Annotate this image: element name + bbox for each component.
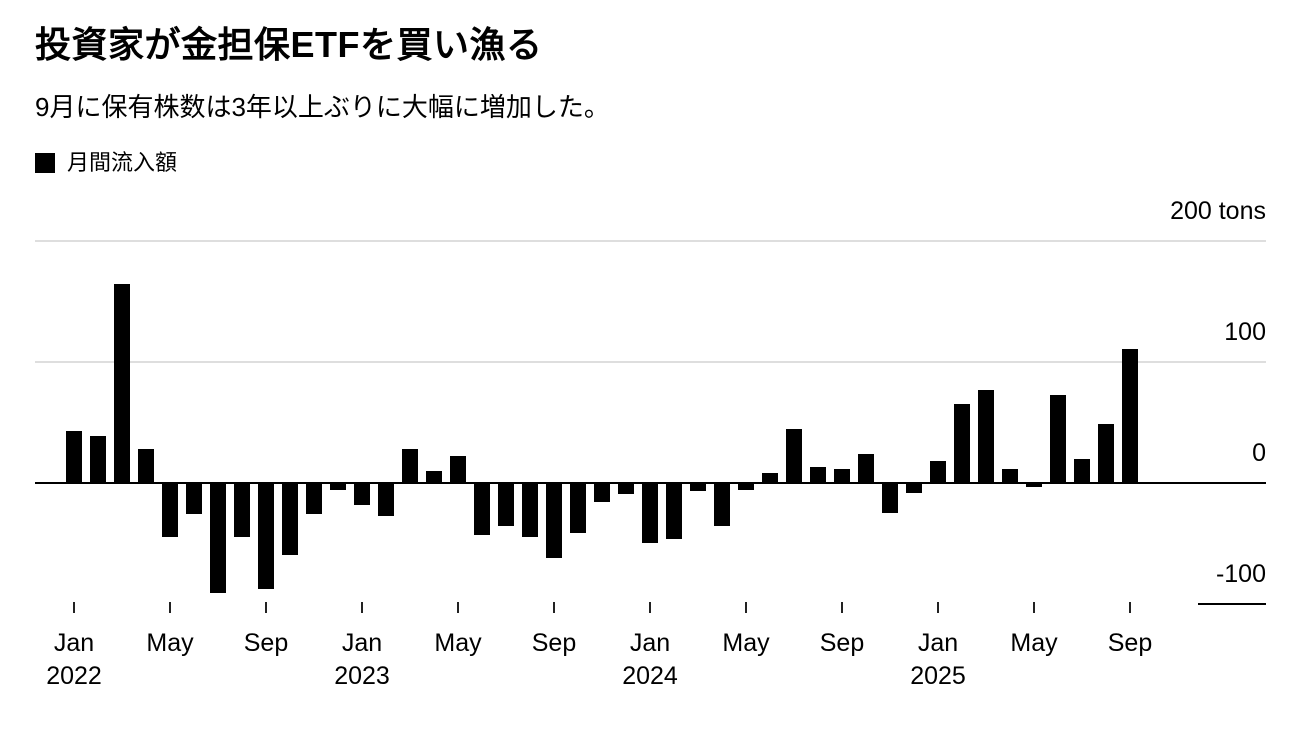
bar-2024-05 — [738, 483, 754, 490]
x-tick-Sep — [841, 602, 843, 613]
x-axis-month-label: Jan — [629, 629, 671, 657]
bar-2025-08 — [1098, 424, 1114, 483]
legend-swatch-icon — [35, 153, 55, 173]
x-axis-month-label: Sep — [1107, 629, 1153, 657]
bar-2024-11 — [882, 483, 898, 513]
bar-2025-09 — [1122, 349, 1138, 483]
bar-2025-02 — [954, 404, 970, 483]
y-axis-label-0: 0 — [1252, 439, 1266, 467]
bar-2022-04 — [138, 449, 154, 483]
bar-2022-11 — [306, 483, 322, 514]
x-axis-year-label: 2025 — [910, 662, 966, 690]
gridline-100 — [35, 361, 1266, 363]
bar-2024-04 — [714, 483, 730, 526]
bar-2022-06 — [186, 483, 202, 514]
x-axis-month-label: Sep — [819, 629, 865, 657]
x-tick-Sep — [1129, 602, 1131, 613]
bar-2022-01 — [66, 431, 82, 483]
bar-2024-09 — [834, 469, 850, 483]
bar-2023-06 — [474, 483, 490, 535]
x-tick-May — [457, 602, 459, 613]
chart-subtitle: 9月に保有株数は3年以上ぶりに大幅に増加した。 — [35, 92, 610, 122]
bar-2023-03 — [402, 449, 418, 483]
chart-title: 投資家が金担保ETFを買い漁る — [35, 24, 543, 65]
bar-2025-03 — [978, 390, 994, 483]
bar-2023-07 — [498, 483, 514, 526]
bar-2023-08 — [522, 483, 538, 537]
bar-2023-11 — [594, 483, 610, 502]
x-axis-month-label: May — [146, 629, 194, 657]
x-tick-Jan2022 — [73, 602, 75, 613]
x-axis-year-label: 2023 — [334, 662, 390, 690]
bar-2022-08 — [234, 483, 250, 537]
x-tick-May — [745, 602, 747, 613]
bar-2024-08 — [810, 467, 826, 483]
bar-2023-02 — [378, 483, 394, 516]
legend: 月間流入額 — [35, 151, 177, 175]
x-axis-month-label: Sep — [531, 629, 577, 657]
bar-2022-03 — [114, 284, 130, 483]
bar-2025-01 — [930, 461, 946, 483]
bar-2022-10 — [282, 483, 298, 555]
bar-2022-12 — [330, 483, 346, 490]
x-axis-month-label: Jan — [53, 629, 95, 657]
x-tick-Sep — [265, 602, 267, 613]
x-axis-month-label: Jan — [341, 629, 383, 657]
bar-2022-07 — [210, 483, 226, 593]
x-tick-Sep — [553, 602, 555, 613]
legend-label: 月間流入額 — [67, 150, 178, 175]
bar-2025-06 — [1050, 395, 1066, 483]
x-axis-month-label: May — [722, 629, 770, 657]
x-axis-month-label: May — [434, 629, 482, 657]
bar-2024-12 — [906, 483, 922, 493]
bar-2022-05 — [162, 483, 178, 537]
x-axis-month-label: Jan — [917, 629, 959, 657]
x-axis-year-label: 2022 — [46, 662, 102, 690]
bar-2025-05 — [1026, 483, 1042, 487]
bar-2023-01 — [354, 483, 370, 505]
bar-2024-07 — [786, 429, 802, 483]
x-tick-May — [169, 602, 171, 613]
bar-2022-02 — [90, 436, 106, 483]
bar-2024-06 — [762, 473, 778, 483]
y-axis-label-100: 100 — [1224, 318, 1266, 346]
bar-2023-12 — [618, 483, 634, 494]
gridline-200 — [35, 240, 1266, 242]
x-tick-May — [1033, 602, 1035, 613]
bar-2025-04 — [1002, 469, 1018, 483]
bar-2024-02 — [666, 483, 682, 539]
bar-2025-07 — [1074, 459, 1090, 483]
bar-2024-10 — [858, 454, 874, 483]
y-axis-label--100: -100 — [1215, 560, 1266, 588]
bar-2023-10 — [570, 483, 586, 533]
x-tick-Jan2024 — [649, 602, 651, 613]
bar-2022-09 — [258, 483, 274, 589]
x-tick-Jan2025 — [937, 602, 939, 613]
x-axis-year-label: 2024 — [622, 662, 678, 690]
axis-short-line--100 — [1198, 603, 1266, 605]
bar-2024-01 — [642, 483, 658, 543]
bar-2024-03 — [690, 483, 706, 491]
y-axis-label-200: 200 tons — [1170, 197, 1266, 225]
bar-2023-05 — [450, 456, 466, 483]
bar-2023-09 — [546, 483, 562, 558]
bar-2023-04 — [426, 471, 442, 483]
x-axis-month-label: May — [1010, 629, 1058, 657]
x-axis-month-label: Sep — [243, 629, 289, 657]
x-tick-Jan2023 — [361, 602, 363, 613]
